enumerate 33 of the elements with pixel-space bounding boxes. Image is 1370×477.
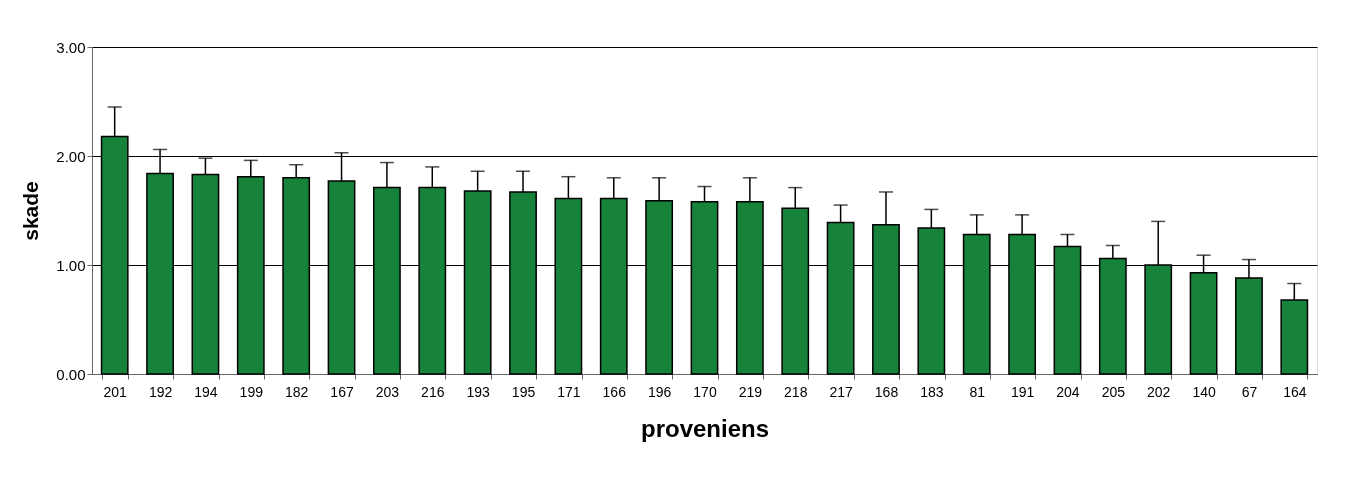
x-tick-label: 171 — [557, 383, 581, 400]
x-tick-label: 168 — [874, 383, 899, 400]
x-tick-label: 219 — [738, 383, 763, 400]
x-tick-label: 217 — [829, 383, 853, 400]
x-tick-label: 183 — [920, 383, 944, 400]
y-tick-label: 1.00 — [56, 256, 86, 274]
x-tick-label: 182 — [284, 383, 309, 400]
x-tick-label: 166 — [602, 383, 627, 400]
y-tick-label: 0.00 — [56, 365, 86, 383]
x-tick-label: 205 — [1101, 383, 1126, 400]
x-axis-title: proveniens — [640, 414, 770, 442]
x-tick-label: 204 — [1056, 383, 1080, 400]
x-tick-label: 202 — [1147, 383, 1171, 400]
y-tick-label: 2.00 — [56, 147, 86, 165]
y-axis-title: skade — [19, 181, 43, 241]
x-tick-label: 203 — [375, 383, 400, 400]
x-tick-label: 167 — [330, 383, 354, 400]
x-tick-label: 140 — [1192, 383, 1216, 400]
x-tick-label: 164 — [1283, 383, 1307, 400]
x-tick-label: 196 — [647, 383, 672, 400]
x-tick-label: 218 — [784, 383, 808, 400]
x-tick-label: 81 — [969, 383, 986, 400]
x-tick-label: 67 — [1241, 383, 1258, 400]
x-tick-label: 191 — [1010, 383, 1035, 400]
x-tick-label: 170 — [693, 383, 717, 400]
x-tick-label: 195 — [511, 383, 536, 400]
x-tick-label: 199 — [239, 383, 264, 400]
x-tick-label: 194 — [194, 383, 218, 400]
y-tick-label: 3.00 — [56, 38, 86, 56]
x-tick-label: 193 — [466, 383, 491, 400]
x-tick-label: 192 — [148, 383, 173, 400]
x-tick-label: 216 — [421, 383, 445, 400]
x-tick-label: 201 — [103, 383, 128, 400]
